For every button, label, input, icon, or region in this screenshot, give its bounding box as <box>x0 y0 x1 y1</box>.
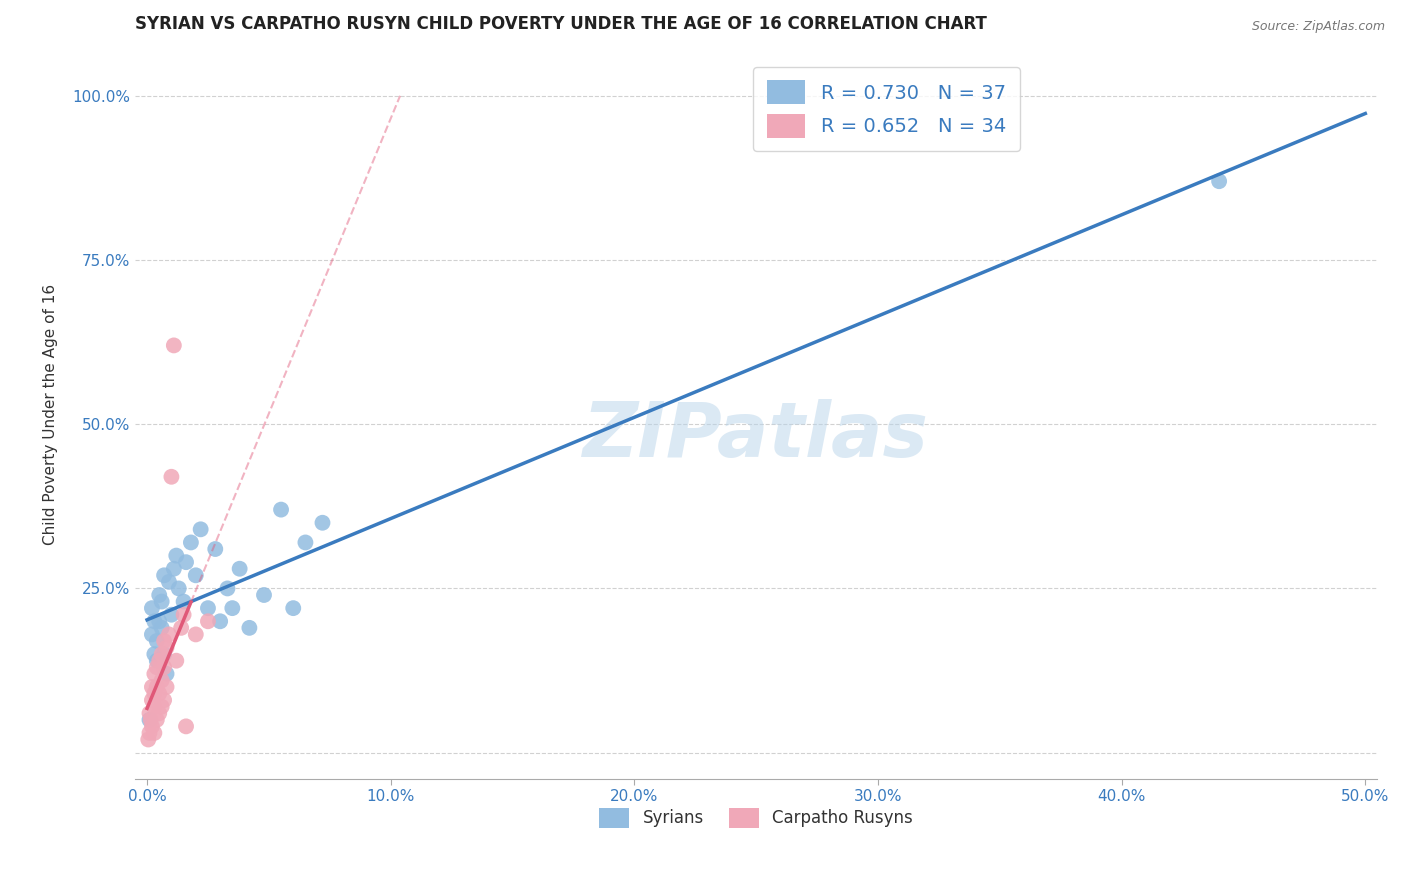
Point <box>148 588 170 602</box>
Point <box>170 621 193 635</box>
Point <box>141 693 163 707</box>
Point <box>173 607 195 622</box>
Point <box>184 627 207 641</box>
Point <box>294 535 316 549</box>
Point <box>155 680 177 694</box>
Point <box>150 699 173 714</box>
Point <box>153 568 176 582</box>
Point <box>150 673 173 688</box>
Point <box>138 726 160 740</box>
Point <box>155 666 177 681</box>
Point <box>153 647 176 661</box>
Point <box>160 470 183 484</box>
Point <box>174 555 197 569</box>
Point <box>167 582 190 596</box>
Point <box>148 686 170 700</box>
Point <box>153 634 176 648</box>
Point <box>146 654 169 668</box>
Point <box>1208 174 1230 188</box>
Text: SYRIAN VS CARPATHO RUSYN CHILD POVERTY UNDER THE AGE OF 16 CORRELATION CHART: SYRIAN VS CARPATHO RUSYN CHILD POVERTY U… <box>135 15 987 33</box>
Point <box>160 607 183 622</box>
Point <box>141 627 163 641</box>
Point <box>146 660 169 674</box>
Point <box>150 594 173 608</box>
Point <box>138 706 160 721</box>
Point <box>141 680 163 694</box>
Point <box>143 614 166 628</box>
Text: Source: ZipAtlas.com: Source: ZipAtlas.com <box>1251 20 1385 33</box>
Point <box>141 719 163 733</box>
Point <box>148 654 170 668</box>
Point <box>165 654 187 668</box>
Point <box>136 732 159 747</box>
Point <box>146 680 169 694</box>
Point <box>141 601 163 615</box>
Point <box>221 601 243 615</box>
Point <box>143 647 166 661</box>
Point <box>197 601 219 615</box>
Point <box>146 634 169 648</box>
Point <box>148 706 170 721</box>
Point <box>228 562 250 576</box>
Point <box>184 568 207 582</box>
Point <box>204 542 226 557</box>
Point <box>283 601 305 615</box>
Point <box>157 574 180 589</box>
Point <box>163 338 186 352</box>
Point <box>146 713 169 727</box>
Point <box>150 647 173 661</box>
Point <box>143 666 166 681</box>
Point <box>143 686 166 700</box>
Point <box>157 627 180 641</box>
Point <box>163 562 186 576</box>
Point <box>138 713 160 727</box>
Point <box>139 713 162 727</box>
Point <box>153 660 176 674</box>
Legend: Syrians, Carpatho Rusyns: Syrians, Carpatho Rusyns <box>591 799 921 836</box>
Point <box>173 594 195 608</box>
Point <box>190 522 212 536</box>
Point <box>174 719 197 733</box>
Point <box>165 549 187 563</box>
Point <box>253 588 276 602</box>
Point <box>238 621 260 635</box>
Point <box>153 693 176 707</box>
Point <box>180 535 202 549</box>
Point <box>148 614 170 628</box>
Point <box>143 699 166 714</box>
Point <box>217 582 239 596</box>
Point <box>311 516 333 530</box>
Point <box>143 726 166 740</box>
Text: ZIPatlas: ZIPatlas <box>583 400 929 474</box>
Point <box>197 614 219 628</box>
Y-axis label: Child Poverty Under the Age of 16: Child Poverty Under the Age of 16 <box>44 284 58 545</box>
Point <box>270 502 292 516</box>
Point <box>155 640 177 655</box>
Point <box>209 614 232 628</box>
Point <box>150 621 173 635</box>
